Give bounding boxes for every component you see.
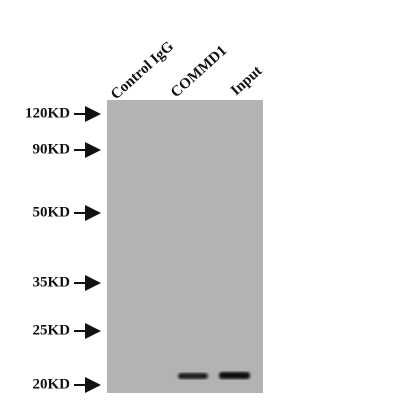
marker-label: 120KD — [25, 105, 70, 121]
membrane — [107, 100, 263, 393]
band — [219, 372, 250, 379]
lane-label: COMMD1 — [168, 43, 230, 101]
marker-label: 50KD — [33, 204, 71, 220]
marker-label: 25KD — [33, 322, 71, 338]
western-blot-figure: Control IgG COMMD1 Input 120KD 90KD 50KD… — [0, 0, 403, 406]
marker-label: 90KD — [33, 141, 71, 157]
lane-label: Input — [228, 63, 265, 99]
lane-label: Control IgG — [108, 38, 177, 103]
marker-label: 20KD — [33, 376, 71, 392]
band — [178, 373, 208, 379]
marker-label: 35KD — [33, 274, 71, 290]
markers: 120KD 90KD 50KD 35KD 25KD 20KD — [25, 105, 99, 392]
